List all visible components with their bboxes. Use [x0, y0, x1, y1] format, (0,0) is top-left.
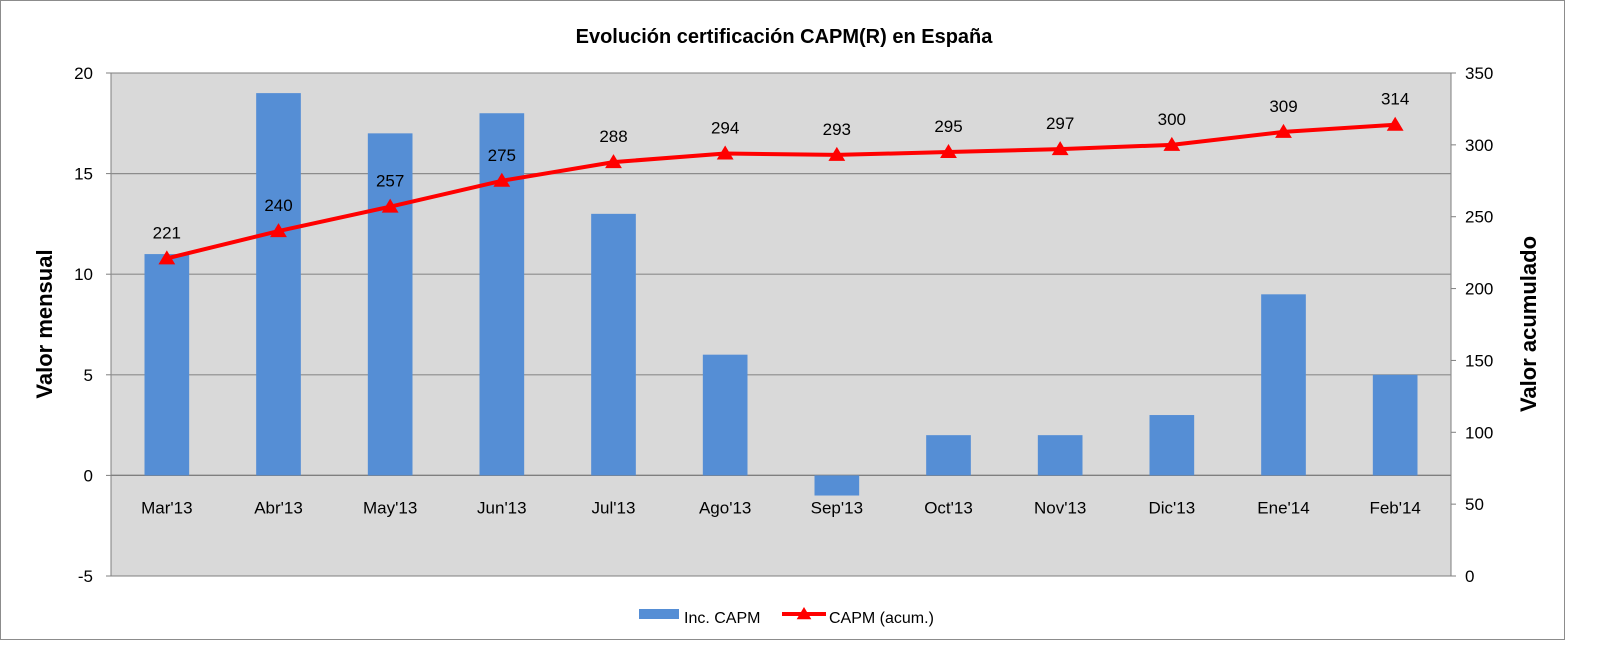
data-label: 293 [823, 120, 851, 139]
data-label: 240 [264, 196, 292, 215]
legend-line-marker [796, 607, 812, 620]
line-series: 221 240 257 275 288 294 293 295 297 300 309 314 [153, 90, 1409, 265]
data-label: 300 [1158, 110, 1186, 129]
data-label: 221 [153, 223, 181, 242]
gridlines [111, 173, 1451, 476]
line-marker [493, 172, 511, 187]
bar [144, 254, 190, 476]
right-tick-label: 50 [1465, 495, 1484, 514]
right-tick-label: 200 [1465, 280, 1493, 299]
right-tick-label: 150 [1465, 351, 1493, 370]
bar [1372, 374, 1418, 476]
category-label: Jul'13 [592, 498, 636, 517]
chart-frame: Evolución certificación CAPM(R) en Españ… [0, 0, 1565, 640]
category-label: Ene'14 [1257, 498, 1309, 517]
bar [256, 93, 301, 476]
line-marker [1163, 136, 1181, 151]
chart: Evolución certificación CAPM(R) en Españ… [32, 26, 1541, 627]
category-label: Dic'13 [1148, 498, 1195, 517]
right-tick-label: 250 [1465, 208, 1493, 227]
right-tick-label: 0 [1465, 567, 1474, 586]
left-axis-ticks: 20 15 10 5 0 -5 [74, 64, 111, 586]
right-axis-ticks: 350 300 250 200 150 100 50 0 [1451, 64, 1493, 586]
data-label: 295 [934, 117, 962, 136]
left-tick-label: 5 [84, 366, 93, 385]
line-marker [1275, 123, 1292, 138]
bar [702, 354, 748, 476]
category-label: Abr'13 [254, 498, 303, 517]
legend-bar-label: Inc. CAPM [684, 610, 760, 627]
legend: Inc. CAPM CAPM (acum.) [639, 607, 934, 627]
line-marker [1051, 141, 1069, 156]
chart-title: Evolución certificación CAPM(R) en Españ… [576, 26, 994, 48]
right-axis-title: Valor acumulado [1516, 236, 1541, 412]
left-tick-label: 0 [84, 466, 93, 485]
data-label: 309 [1269, 97, 1297, 116]
line-marker [828, 146, 846, 161]
data-label: 288 [599, 127, 627, 146]
left-tick-label: 10 [74, 265, 93, 284]
category-label: Oct'13 [924, 498, 973, 517]
bar [814, 475, 860, 496]
left-tick-label: 20 [74, 64, 93, 83]
category-label: Mar'13 [141, 498, 192, 517]
left-axis-title: Valor mensual [32, 249, 57, 398]
left-tick-label: 15 [74, 165, 93, 184]
line-marker [940, 144, 957, 159]
line-marker [716, 145, 734, 160]
legend-bar-swatch [639, 609, 679, 619]
right-tick-label: 300 [1465, 136, 1493, 155]
right-tick-label: 350 [1465, 64, 1493, 83]
data-label: 297 [1046, 114, 1074, 133]
category-label: May'13 [363, 498, 417, 517]
category-label: Nov'13 [1034, 498, 1086, 517]
bar [591, 213, 636, 476]
bar [1261, 294, 1306, 476]
line-marker [270, 223, 287, 238]
category-label: Sep'13 [811, 498, 863, 517]
line-marker [605, 154, 622, 169]
left-tick-label: -5 [78, 567, 93, 586]
bar [367, 133, 413, 476]
line-marker [381, 198, 399, 213]
bar [926, 435, 971, 476]
bar [1149, 415, 1195, 476]
category-label: Ago'13 [699, 498, 751, 517]
data-label: 257 [376, 172, 404, 191]
bar-series [144, 93, 1418, 496]
category-label: Feb'14 [1369, 498, 1420, 517]
right-tick-label: 100 [1465, 423, 1493, 442]
legend-line-label: CAPM (acum.) [829, 610, 934, 627]
bar [1037, 435, 1083, 476]
plot-area [110, 72, 1452, 577]
line-marker [158, 250, 176, 265]
series-line [166, 122, 1396, 261]
data-label: 275 [488, 146, 516, 165]
line-marker [1386, 116, 1404, 131]
data-label: 294 [711, 118, 739, 137]
category-label: Jun'13 [477, 498, 527, 517]
category-axis-labels: Mar'13 Abr'13 May'13 Jun'13 Jul'13 Ago'13 Sep'… [141, 498, 1421, 517]
data-label: 314 [1381, 90, 1409, 109]
bar [479, 113, 525, 476]
